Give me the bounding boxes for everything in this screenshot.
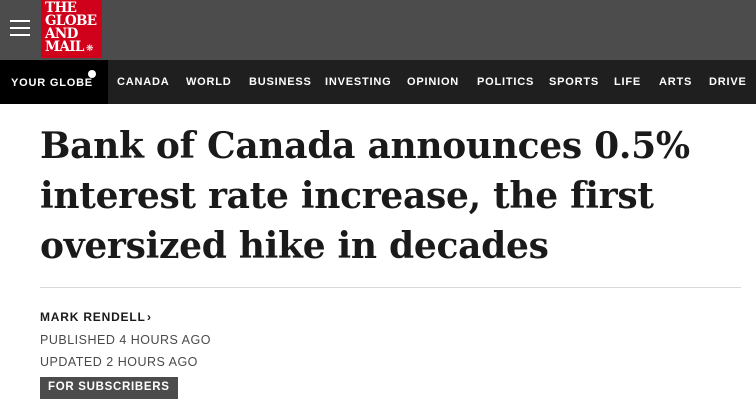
nav-item-opinion[interactable]: OPINION xyxy=(407,76,460,88)
hamburger-menu-icon[interactable] xyxy=(10,20,30,38)
top-header: THE GLOBE AND MAIL ❋ xyxy=(0,0,756,60)
nav-item-investing[interactable]: INVESTING xyxy=(325,76,392,88)
section-nav: YOUR GLOBE CANADA WORLD BUSINESS INVESTI… xyxy=(0,60,756,104)
logo-line: MAIL xyxy=(45,39,84,55)
author-link[interactable]: MARK RENDELL xyxy=(40,310,146,324)
article-headline: Bank of Canada announces 0.5% interest r… xyxy=(40,121,740,271)
nav-item-drive[interactable]: DRIVE xyxy=(709,76,747,88)
nav-item-life[interactable]: LIFE xyxy=(614,76,642,88)
logo-text: THE GLOBE AND MAIL xyxy=(45,0,101,55)
nav-item-business[interactable]: BUSINESS xyxy=(249,76,312,88)
headline-line: Bank of Canada announces 0.5% xyxy=(40,125,690,167)
logo-line: THE xyxy=(45,0,77,16)
nav-your-globe-label: YOUR GLOBE xyxy=(11,77,93,89)
site-logo[interactable]: THE GLOBE AND MAIL ❋ xyxy=(41,0,102,58)
headline-divider xyxy=(40,287,741,288)
nav-item-canada[interactable]: CANADA xyxy=(117,76,170,88)
logo-line: AND xyxy=(45,26,78,42)
nav-item-world[interactable]: WORLD xyxy=(186,76,232,88)
updated-time: UPDATED 2 HOURS AGO xyxy=(40,355,198,369)
published-time: PUBLISHED 4 HOURS AGO xyxy=(40,333,211,347)
nav-item-politics[interactable]: POLITICS xyxy=(477,76,535,88)
headline-line: interest rate increase, the first xyxy=(40,175,654,217)
nav-your-globe[interactable]: YOUR GLOBE xyxy=(0,60,108,104)
nav-item-sports[interactable]: SPORTS xyxy=(549,76,600,88)
notification-dot-icon xyxy=(88,70,96,78)
maple-leaf-icon: ❋ xyxy=(86,43,94,53)
chevron-right-icon[interactable]: › xyxy=(147,310,151,324)
logo-line: GLOBE xyxy=(45,13,97,29)
nav-item-arts[interactable]: ARTS xyxy=(659,76,693,88)
subscriber-badge: FOR SUBSCRIBERS xyxy=(40,377,178,399)
headline-line: oversized hike in decades xyxy=(40,225,549,267)
